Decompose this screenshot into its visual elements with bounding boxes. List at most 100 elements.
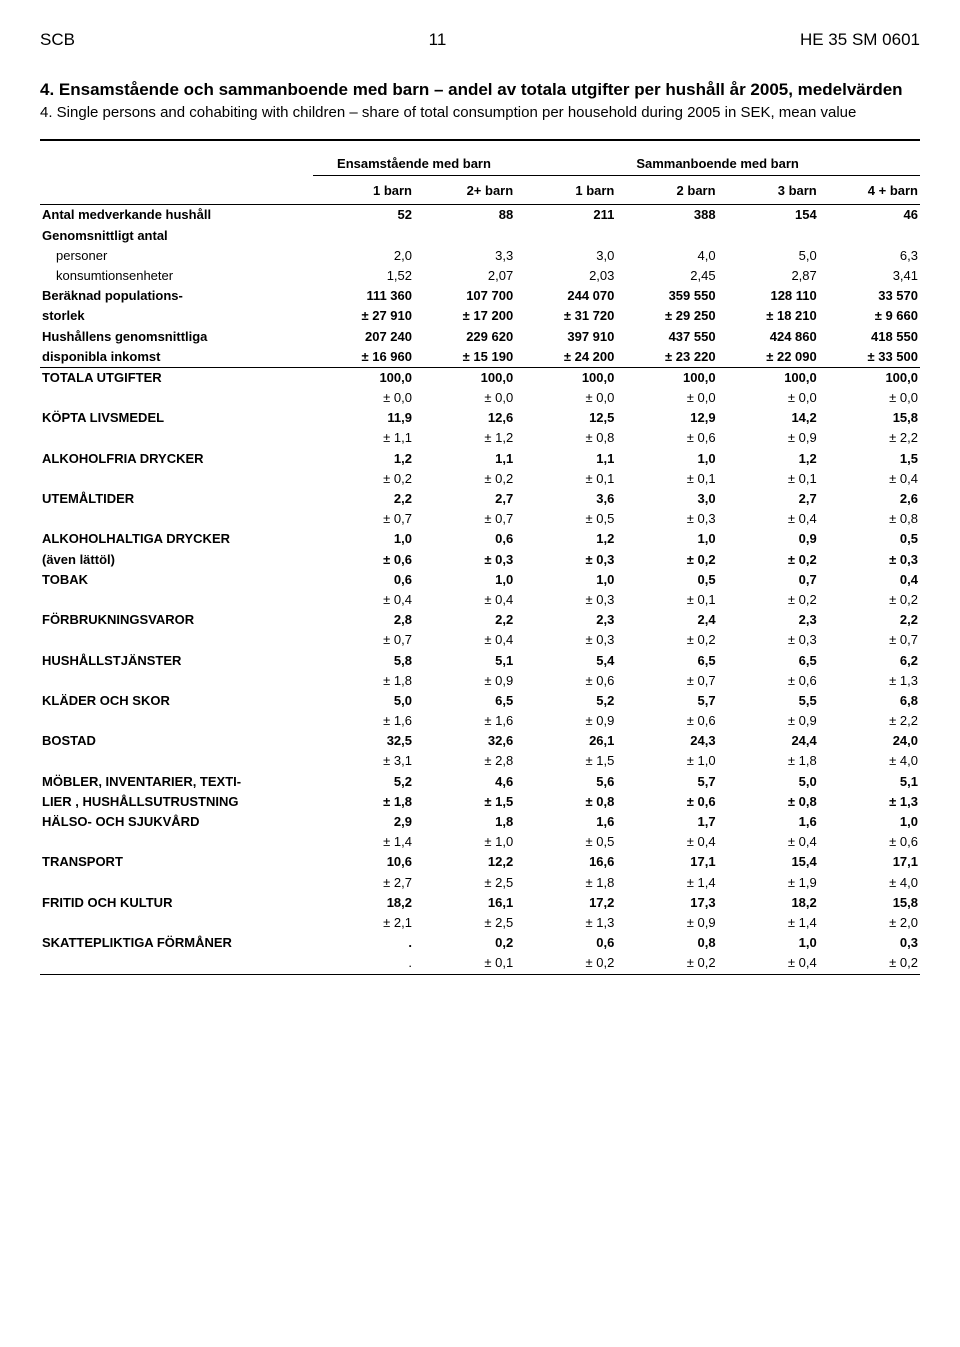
cell-value: ± 0,4 [313,590,414,610]
table-row: TOTALA UTGIFTER100,0100,0100,0100,0100,0… [40,367,920,388]
cell-value: 1,0 [313,529,414,549]
cell-value: 17,1 [819,852,920,872]
cell-value: 5,0 [718,246,819,266]
row-label: TRANSPORT [40,852,313,872]
cell-value: ± 0,0 [718,388,819,408]
cell-value: 107 700 [414,286,515,306]
cell-value: ± 27 910 [313,306,414,326]
cell-value: ± 0,4 [718,832,819,852]
row-label [40,832,313,852]
cell-value: ± 2,5 [414,873,515,893]
cell-value: ± 24 200 [515,347,616,368]
cell-value: ± 0,7 [616,671,717,691]
cell-value: 1,1 [414,449,515,469]
table-row: ± 0,7± 0,7± 0,5± 0,3± 0,4± 0,8 [40,509,920,529]
cell-value: 1,5 [819,449,920,469]
cell-value: 5,2 [313,772,414,792]
cell-value: ± 0,5 [515,832,616,852]
cell-value: 15,8 [819,408,920,428]
cell-value: 1,8 [414,812,515,832]
cell-value: ± 0,3 [515,550,616,570]
cell-value: 0,6 [515,933,616,953]
cell-value: 3,6 [515,489,616,509]
page-header: SCB 11 HE 35 SM 0601 [40,30,920,50]
cell-value: ± 16 960 [313,347,414,368]
cell-value: ± 17 200 [414,306,515,326]
cell-value: 11,9 [313,408,414,428]
row-label: ALKOHOLFRIA DRYCKER [40,449,313,469]
cell-value: ± 0,4 [414,630,515,650]
cell-value: ± 0,8 [515,428,616,448]
cell-value: ± 1,3 [819,671,920,691]
header-right: HE 35 SM 0601 [800,30,920,50]
cell-value: 26,1 [515,731,616,751]
row-label: BOSTAD [40,731,313,751]
cell-value: ± 0,6 [819,832,920,852]
cell-value: 0,9 [718,529,819,549]
table-row: HUSHÅLLSTJÄNSTER5,85,15,46,56,56,2 [40,651,920,671]
cell-value: 1,6 [515,812,616,832]
cell-value: 2,07 [414,266,515,286]
table-row: TRANSPORT10,612,216,617,115,417,1 [40,852,920,872]
cell-value: 4,6 [414,772,515,792]
cell-value [616,226,717,246]
cell-value: 100,0 [819,367,920,388]
cell-value: ± 0,9 [515,711,616,731]
column-header-row: 1 barn 2+ barn 1 barn 2 barn 3 barn 4 + … [40,176,920,205]
data-table: Ensamstående med barn Sammanboende med b… [40,139,920,975]
cell-value: ± 1,4 [718,913,819,933]
cell-value: 0,6 [414,529,515,549]
cell-value: 2,03 [515,266,616,286]
cell-value: 17,1 [616,852,717,872]
cell-value: 3,41 [819,266,920,286]
cell-value: ± 0,4 [819,469,920,489]
row-label: (även lättöl) [40,550,313,570]
row-label: HÄLSO- OCH SJUKVÅRD [40,812,313,832]
cell-value: 100,0 [414,367,515,388]
cell-value: 128 110 [718,286,819,306]
cell-value: ± 1,3 [819,792,920,812]
row-label: SKATTEPLIKTIGA FÖRMÅNER [40,933,313,953]
row-label [40,428,313,448]
cell-value: 5,1 [414,651,515,671]
table-row: TOBAK0,61,01,00,50,70,4 [40,570,920,590]
cell-value: ± 0,0 [616,388,717,408]
cell-value: 18,2 [313,893,414,913]
cell-value: 5,7 [616,691,717,711]
cell-value: 5,0 [718,772,819,792]
cell-value: ± 0,4 [718,953,819,974]
row-label: konsumtionsenheter [40,266,313,286]
group-header-single: Ensamstående med barn [313,147,515,176]
col-header: 1 barn [313,176,414,205]
table-row: konsumtionsenheter1,522,072,032,452,873,… [40,266,920,286]
cell-value: ± 0,4 [616,832,717,852]
title-english: 4. Single persons and cohabiting with ch… [40,104,920,121]
cell-value: ± 3,1 [313,751,414,771]
table-row: FRITID OCH KULTUR18,216,117,217,318,215,… [40,893,920,913]
table-row: ALKOHOLHALTIGA DRYCKER1,00,61,21,00,90,5 [40,529,920,549]
col-header: 3 barn [718,176,819,205]
row-label [40,469,313,489]
cell-value: 437 550 [616,327,717,347]
row-label: FRITID OCH KULTUR [40,893,313,913]
row-label [40,953,313,974]
cell-value: ± 0,9 [414,671,515,691]
table-row: Beräknad populations-111 360107 700244 0… [40,286,920,306]
table-row: ± 3,1± 2,8± 1,5± 1,0± 1,8± 4,0 [40,751,920,771]
cell-value: 2,3 [515,610,616,630]
cell-value: ± 22 090 [718,347,819,368]
col-header: 1 barn [515,176,616,205]
cell-value: 2,2 [819,610,920,630]
table-row: Antal medverkande hushåll528821138815446 [40,205,920,226]
cell-value: ± 1,0 [616,751,717,771]
cell-value: ± 33 500 [819,347,920,368]
cell-value: ± 0,8 [515,792,616,812]
row-label: MÖBLER, INVENTARIER, TEXTI- [40,772,313,792]
cell-value: 1,0 [414,570,515,590]
cell-value: ± 0,2 [616,953,717,974]
cell-value: ± 0,2 [718,590,819,610]
cell-value: 32,5 [313,731,414,751]
row-label: UTEMÅLTIDER [40,489,313,509]
cell-value: ± 29 250 [616,306,717,326]
cell-value: ± 0,6 [616,428,717,448]
